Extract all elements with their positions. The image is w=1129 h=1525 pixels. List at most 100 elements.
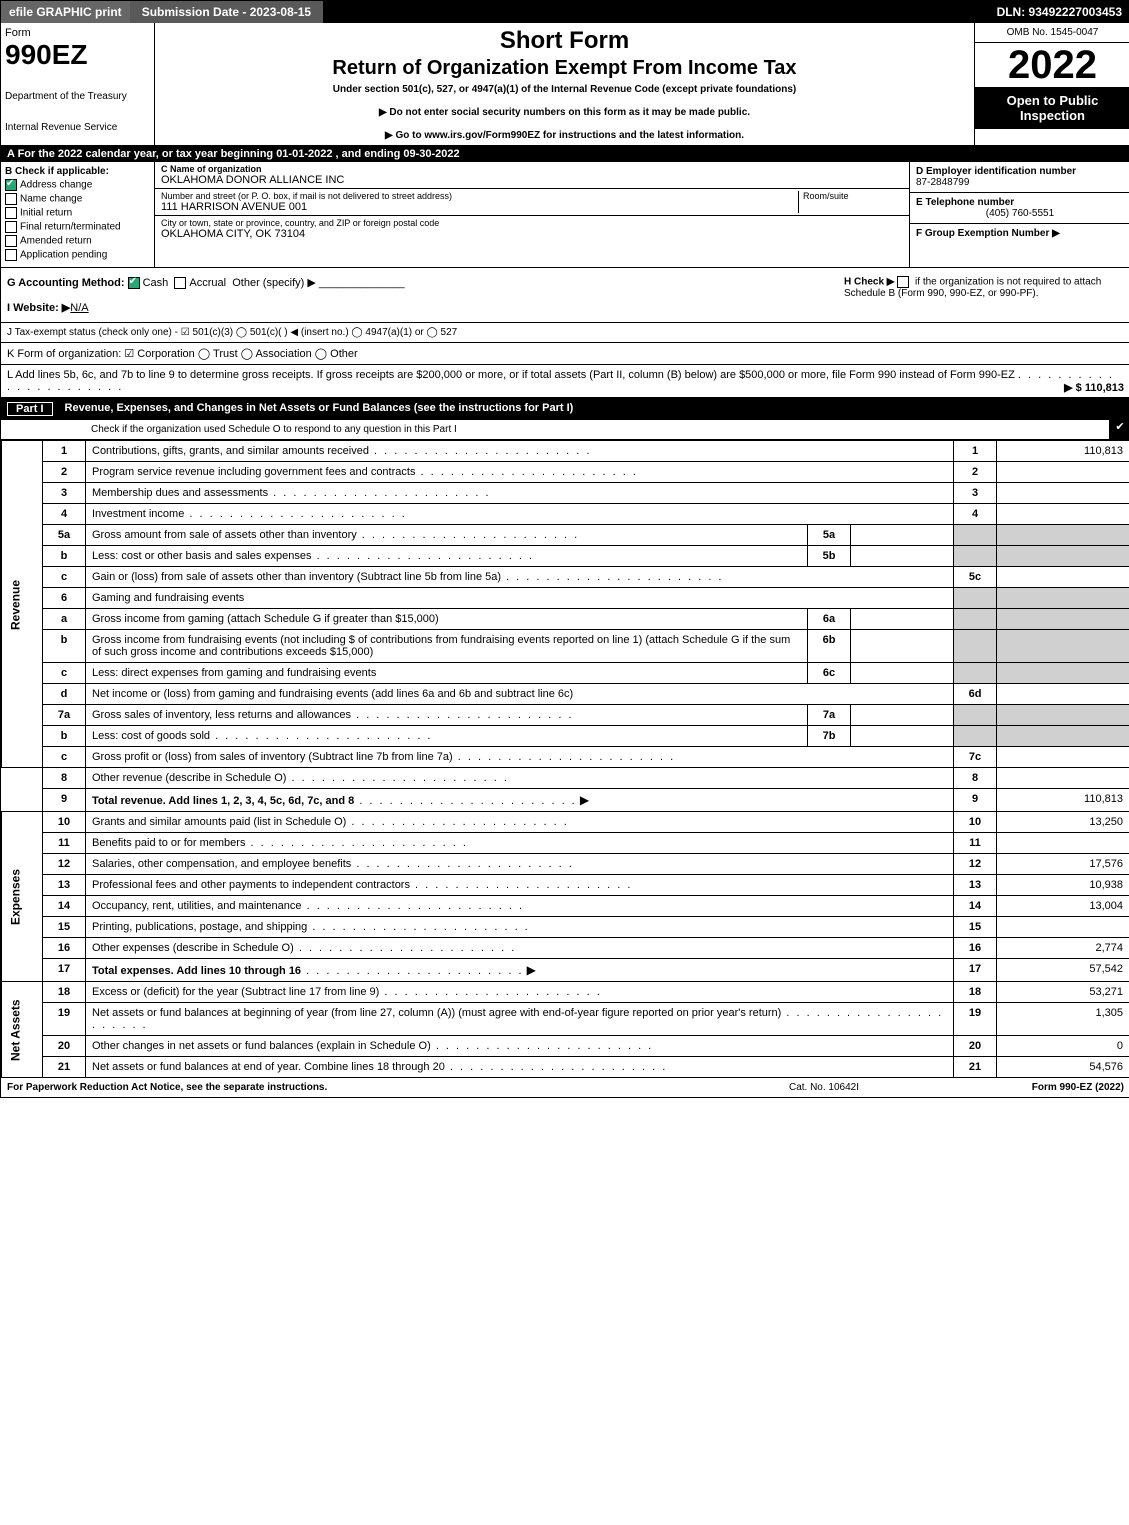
f-group-exemption: F Group Exemption Number ▶ [910, 224, 1129, 243]
line-8: 8 Other revenue (describe in Schedule O)… [2, 768, 1129, 789]
chk-accrual[interactable] [174, 277, 186, 289]
row-j-tax-exempt: J Tax-exempt status (check only one) - ☑… [1, 323, 1129, 343]
line-7a: 7a Gross sales of inventory, less return… [2, 705, 1129, 726]
line-5c: c Gain or (loss) from sale of assets oth… [2, 567, 1129, 588]
sidebar-netassets: Net Assets [2, 982, 43, 1078]
amt-16: 2,774 [997, 938, 1129, 959]
tax-year: 2022 [975, 43, 1129, 87]
line-21: 21 Net assets or fund balances at end of… [2, 1057, 1129, 1078]
b-label: B Check if applicable: [5, 166, 150, 177]
sidebar-revenue: Revenue [2, 441, 43, 768]
line-7b: b Less: cost of goods sold 7b [2, 726, 1129, 747]
amt-17: 57,542 [997, 959, 1129, 982]
amt-21: 54,576 [997, 1057, 1129, 1078]
irs-label: Internal Revenue Service [5, 122, 150, 133]
topbar: efile GRAPHIC print Submission Date - 20… [1, 1, 1129, 23]
amt-19: 1,305 [997, 1003, 1129, 1036]
submission-date: Submission Date - 2023-08-15 [130, 1, 323, 23]
line-12: 12 Salaries, other compensation, and emp… [2, 854, 1129, 875]
instr-link[interactable]: ▶ Go to www.irs.gov/Form990EZ for instru… [159, 130, 970, 141]
line-11: 11 Benefits paid to or for members 11 [2, 833, 1129, 854]
street-address: 111 HARRISON AVENUE 001 [161, 201, 798, 213]
amt-18: 53,271 [997, 982, 1129, 1003]
line-6b: b Gross income from fundraising events (… [2, 630, 1129, 663]
chk-pending[interactable]: Application pending [5, 249, 150, 261]
amt-20: 0 [997, 1036, 1129, 1057]
line-6: 6 Gaming and fundraising events [2, 588, 1129, 609]
chk-final-return[interactable]: Final return/terminated [5, 221, 150, 233]
line-9: 9 Total revenue. Add lines 1, 2, 3, 4, 5… [2, 789, 1129, 812]
instr-ssn: ▶ Do not enter social security numbers o… [159, 107, 970, 118]
d-e-f-block: D Employer identification number 87-2848… [909, 162, 1129, 267]
row-k-org-form: K Form of organization: ☑ Corporation ◯ … [1, 343, 1129, 365]
form-label: Form [5, 27, 31, 39]
part-i-checkbox[interactable]: ✔ [1109, 420, 1129, 439]
line-2: 2 Program service revenue including gove… [2, 462, 1129, 483]
chk-amended[interactable]: Amended return [5, 235, 150, 247]
header-center: Short Form Return of Organization Exempt… [155, 23, 974, 145]
chk-address-change[interactable]: Address change [5, 179, 150, 191]
line-4: 4 Investment income 4 [2, 504, 1129, 525]
line-6c: c Less: direct expenses from gaming and … [2, 663, 1129, 684]
telephone-value: (405) 760-5551 [916, 208, 1124, 219]
form-990ez: efile GRAPHIC print Submission Date - 20… [0, 0, 1129, 1098]
part-i-check: Check if the organization used Schedule … [1, 420, 1129, 440]
line-15: 15 Printing, publications, postage, and … [2, 917, 1129, 938]
footer: For Paperwork Reduction Act Notice, see … [1, 1078, 1129, 1097]
room-suite: Room/suite [798, 191, 903, 213]
header-left: Form 990EZ Department of the Treasury In… [1, 23, 155, 145]
amt-12: 17,576 [997, 854, 1129, 875]
c-city: City or town, state or province, country… [155, 216, 909, 242]
line-3: 3 Membership dues and assessments 3 [2, 483, 1129, 504]
chk-name-change[interactable]: Name change [5, 193, 150, 205]
row-a-tax-year: A For the 2022 calendar year, or tax yea… [1, 146, 1129, 162]
amt-13: 10,938 [997, 875, 1129, 896]
row-g-h: G Accounting Method: Cash Accrual Other … [1, 268, 1129, 323]
line-13: 13 Professional fees and other payments … [2, 875, 1129, 896]
line-1: Revenue 1 Contributions, gifts, grants, … [2, 441, 1129, 462]
line-17: 17 Total expenses. Add lines 10 through … [2, 959, 1129, 982]
line-6a: a Gross income from gaming (attach Sched… [2, 609, 1129, 630]
line-14: 14 Occupancy, rent, utilities, and maint… [2, 896, 1129, 917]
open-to-public: Open to Public Inspection [975, 87, 1129, 129]
form-number: 990EZ [5, 39, 88, 70]
g-accounting: G Accounting Method: Cash Accrual Other … [7, 276, 844, 314]
form-id: Form 990-EZ (2022) [924, 1082, 1124, 1093]
part-i-label: Part I [7, 402, 53, 416]
part-i-title: Revenue, Expenses, and Changes in Net As… [53, 402, 1124, 416]
chk-cash[interactable] [128, 277, 140, 289]
amt-9: 110,813 [997, 789, 1129, 812]
line-7c: c Gross profit or (loss) from sales of i… [2, 747, 1129, 768]
gross-receipts-amount: ▶ $ 110,813 [1064, 381, 1124, 394]
row-l-gross-receipts: L Add lines 5b, 6c, and 7b to line 9 to … [1, 365, 1129, 398]
chk-initial-return[interactable]: Initial return [5, 207, 150, 219]
line-10: Expenses 10 Grants and similar amounts p… [2, 812, 1129, 833]
header-right: OMB No. 1545-0047 2022 Open to Public In… [974, 23, 1129, 145]
dln: DLN: 93492227003453 [989, 1, 1129, 23]
ein-value: 87-2848799 [916, 177, 1124, 188]
part-i-header: Part I Revenue, Expenses, and Changes in… [1, 398, 1129, 420]
line-16: 16 Other expenses (describe in Schedule … [2, 938, 1129, 959]
c-address-block: C Name of organization OKLAHOMA DONOR AL… [155, 162, 909, 267]
line-19: 19 Net assets or fund balances at beginn… [2, 1003, 1129, 1036]
main-title: Return of Organization Exempt From Incom… [159, 57, 970, 80]
efile-print[interactable]: efile GRAPHIC print [1, 1, 130, 23]
dept-treasury: Department of the Treasury [5, 91, 150, 102]
line-6d: d Net income or (loss) from gaming and f… [2, 684, 1129, 705]
c-street-row: Number and street (or P. O. box, if mail… [155, 189, 909, 216]
city-state-zip: OKLAHOMA CITY, OK 73104 [161, 228, 903, 240]
e-telephone: E Telephone number (405) 760-5551 [910, 193, 1129, 224]
d-ein: D Employer identification number 87-2848… [910, 162, 1129, 193]
sidebar-expenses: Expenses [2, 812, 43, 982]
i-website-label: I Website: ▶ [7, 302, 70, 314]
short-form-title: Short Form [159, 27, 970, 55]
chk-h[interactable] [897, 276, 909, 288]
section-b: B Check if applicable: Address change Na… [1, 162, 1129, 268]
amt-10: 13,250 [997, 812, 1129, 833]
b-checkboxes: B Check if applicable: Address change Na… [1, 162, 155, 267]
org-name: OKLAHOMA DONOR ALLIANCE INC [161, 174, 903, 186]
amt-1: 110,813 [997, 441, 1129, 462]
line-5a: 5a Gross amount from sale of assets othe… [2, 525, 1129, 546]
line-20: 20 Other changes in net assets or fund b… [2, 1036, 1129, 1057]
website-value: N/A [70, 302, 88, 314]
